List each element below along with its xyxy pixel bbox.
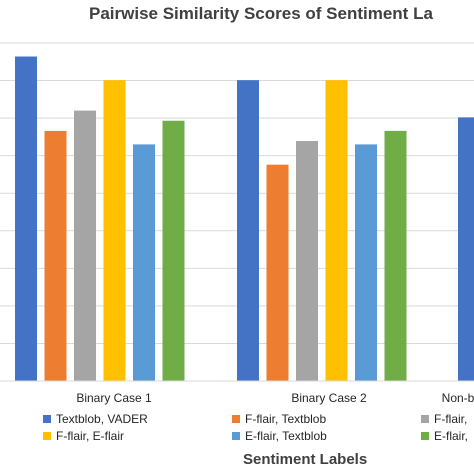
legend-swatch [232, 432, 240, 440]
legend-label: E-flair, [434, 429, 469, 443]
bar [103, 80, 126, 382]
legend-item: E-flair, Textblob [232, 429, 327, 443]
bar [15, 56, 37, 382]
legend-label: Textblob, VADER [56, 412, 148, 426]
legend-swatch [43, 415, 51, 423]
bar [44, 130, 67, 381]
x-axis-label: Sentiment Labels [243, 451, 368, 468]
legend-swatch [232, 415, 240, 423]
chart-title: Pairwise Similarity Scores of Sentiment … [89, 4, 433, 23]
legend-label: E-flair, Textblob [245, 429, 327, 443]
bar [266, 164, 289, 381]
bar [133, 144, 155, 381]
legend-swatch [421, 415, 429, 423]
legend-item: F-flair, Textblob [232, 412, 326, 426]
legend-item: E-flair, [421, 429, 468, 443]
legend-item: F-flair, [421, 412, 467, 426]
category-label: Binary Case 1 [76, 391, 152, 405]
legend-swatch [421, 432, 429, 440]
legend-item: Textblob, VADER [43, 412, 148, 426]
bar [162, 120, 185, 382]
bar [325, 80, 348, 382]
legend-label: F-flair, Textblob [245, 412, 327, 426]
legend-label: F-flair, E-flair [56, 429, 125, 443]
bar [355, 144, 377, 381]
category-label: Binary Case 2 [291, 391, 367, 405]
bar [237, 80, 259, 382]
legend-label: F-flair, [434, 412, 468, 426]
category-label: Non-b [441, 391, 474, 405]
legend-item: F-flair, E-flair [43, 429, 124, 443]
bar [74, 110, 96, 381]
bars [15, 56, 474, 382]
bar [384, 130, 407, 381]
legend-swatch [43, 432, 51, 440]
bar [458, 117, 474, 382]
bar [296, 141, 318, 381]
